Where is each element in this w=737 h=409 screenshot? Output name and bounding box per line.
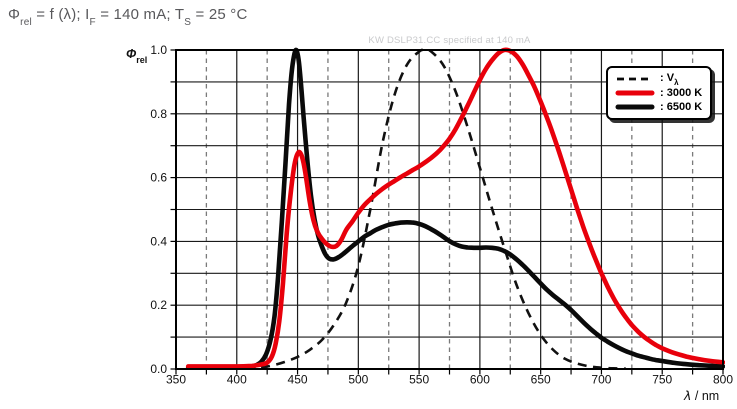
- curve-6500k: [185, 47, 725, 370]
- red-line-sample: [615, 90, 655, 96]
- title-part-3: = 140 mA; T: [95, 6, 185, 23]
- y-tick-label: 0.6: [150, 171, 167, 185]
- y-tick-label: 0.4: [150, 234, 167, 248]
- y-tick-label: 1.0: [150, 43, 167, 57]
- x-tick-label: 650: [531, 373, 551, 387]
- x-tick-label: 400: [227, 373, 247, 387]
- legend-box: : Vλ : 3000 K : 6500 K: [606, 66, 712, 120]
- title-sub-rel: rel: [20, 17, 32, 28]
- x-axis-lambda-symbol: λ: [684, 388, 692, 403]
- x-tick-label: 500: [348, 373, 368, 387]
- x-tick-label: 550: [409, 373, 429, 387]
- y-tick-label: 0.8: [150, 107, 167, 121]
- figure-title: Φrel = f (λ); IF = 140 mA; TS = 25 °C: [8, 6, 248, 28]
- legend-item-3000k: : 3000 K: [615, 86, 704, 100]
- x-tick-label: 700: [591, 373, 611, 387]
- title-part-4: = 25 °C: [191, 6, 248, 23]
- axis-ticks: [170, 49, 724, 375]
- legend-label-vl: : Vλ: [660, 71, 679, 88]
- y-axis-sub: rel: [136, 54, 148, 65]
- curves: [185, 47, 725, 370]
- y-tick-label: 0.2: [150, 298, 167, 312]
- vl-dashed-line-sample: [617, 77, 653, 81]
- x-tick-label: 600: [470, 373, 490, 387]
- x-tick-label: 800: [713, 373, 733, 387]
- curve-vl: [260, 48, 626, 370]
- title-part-2: = f (λ); I: [31, 6, 90, 23]
- legend-label-3000k: : 3000 K: [660, 87, 703, 99]
- title-sub-f: F: [89, 17, 96, 28]
- y-axis-title: Φrel: [126, 47, 148, 65]
- watermark-text: KW DSLP31.CC specified at 140 mA: [368, 35, 531, 46]
- title-sub-s: S: [184, 17, 192, 28]
- y-axis-symbol: Φ: [126, 47, 137, 61]
- y-tick-label: 0.0: [150, 362, 167, 376]
- plot-border: [175, 49, 724, 370]
- tick-labels: 350 400 450 500 550 600 650 700 750 800 0.0 0.2 0.4 0…: [150, 43, 733, 387]
- curve-3000k: [185, 47, 725, 369]
- x-tick-label: 750: [652, 373, 672, 387]
- x-tick-label: 350: [166, 373, 186, 387]
- legend-label-6500k: : 6500 K: [660, 101, 703, 113]
- x-axis-title: λ / nm: [684, 388, 734, 403]
- x-axis-unit: / nm: [691, 389, 720, 403]
- x-tick-label: 450: [288, 373, 308, 387]
- plot-grid: [176, 50, 723, 369]
- black-line-sample: [615, 104, 655, 110]
- legend-item-6500k: : 6500 K: [615, 100, 704, 114]
- title-phi-symbol: Φ: [8, 6, 21, 23]
- legend-item-vl: : Vλ: [615, 71, 704, 88]
